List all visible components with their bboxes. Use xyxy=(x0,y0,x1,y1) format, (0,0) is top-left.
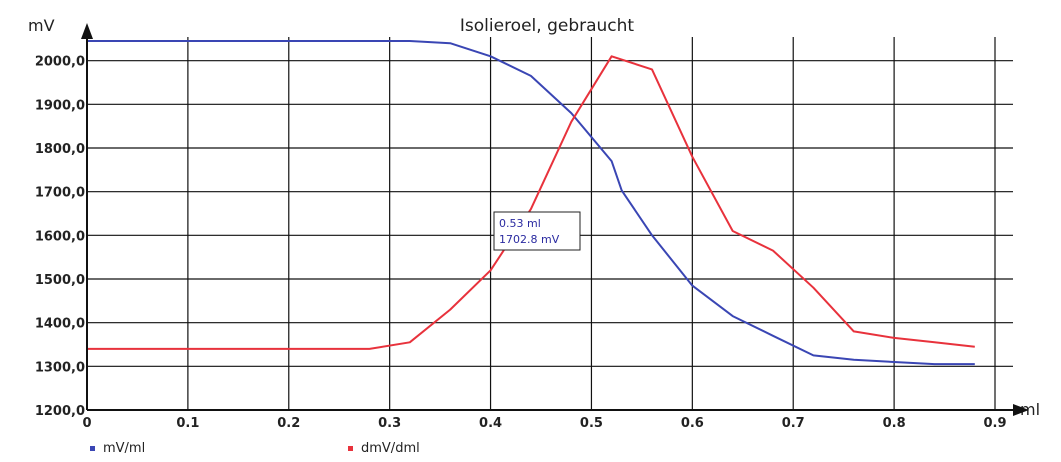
x-tick-label: 0.6 xyxy=(681,416,704,431)
x-axis-label: ml xyxy=(1020,400,1040,419)
legend-label-dmv-dml: dmV/dml xyxy=(361,441,420,456)
y-axis-arrow xyxy=(81,23,93,39)
x-tick-label: 0.1 xyxy=(176,416,199,431)
x-axis-arrow xyxy=(1013,404,1029,416)
y-tick-label: 1900,0 xyxy=(35,98,85,113)
series-line-mv-ml xyxy=(87,40,975,366)
grid xyxy=(87,37,1013,410)
y-tick-label: 1800,0 xyxy=(35,142,85,157)
x-tick-label: 0.3 xyxy=(378,416,401,431)
y-tick-label: 1500,0 xyxy=(35,273,85,288)
x-tick-label: 0.2 xyxy=(277,416,300,431)
chart-title: Isolieroel, gebraucht xyxy=(460,16,635,36)
legend-swatch-mv-ml xyxy=(90,446,95,451)
axes xyxy=(81,23,1029,416)
legend: mV/ml dmV/dml xyxy=(90,441,420,456)
legend-swatch-dmv-dml xyxy=(348,446,353,451)
x-tick-label: 0 xyxy=(82,416,91,431)
x-tick-label: 0.9 xyxy=(983,416,1006,431)
y-tick-label: 1700,0 xyxy=(35,186,85,201)
legend-label-mv-ml: mV/ml xyxy=(103,441,145,456)
tick-labels: 1200,0 1300,0 1400,0 1500,0 1600,0 1700,0 1800… xyxy=(35,55,1007,431)
series-line-dmv-dml xyxy=(87,55,975,350)
y-axis-label: mV xyxy=(28,16,55,35)
x-tick-label: 0.8 xyxy=(883,416,906,431)
y-tick-label: 1400,0 xyxy=(35,317,85,332)
y-tick-label: 1300,0 xyxy=(35,360,85,375)
y-tick-label: 1600,0 xyxy=(35,229,85,244)
annotation-x-value: 0.53 ml xyxy=(499,217,541,230)
x-tick-label: 0.7 xyxy=(782,416,805,431)
series-group xyxy=(87,40,975,366)
x-tick-label: 0.4 xyxy=(479,416,502,431)
x-tick-label: 0.5 xyxy=(580,416,603,431)
data-annotation: 0.53 ml 1702.8 mV xyxy=(493,211,581,251)
annotation-box xyxy=(493,211,581,251)
y-tick-label: 2000,0 xyxy=(35,55,85,70)
annotation-y-value: 1702.8 mV xyxy=(499,233,560,246)
y-tick-label: 1200,0 xyxy=(35,404,85,419)
